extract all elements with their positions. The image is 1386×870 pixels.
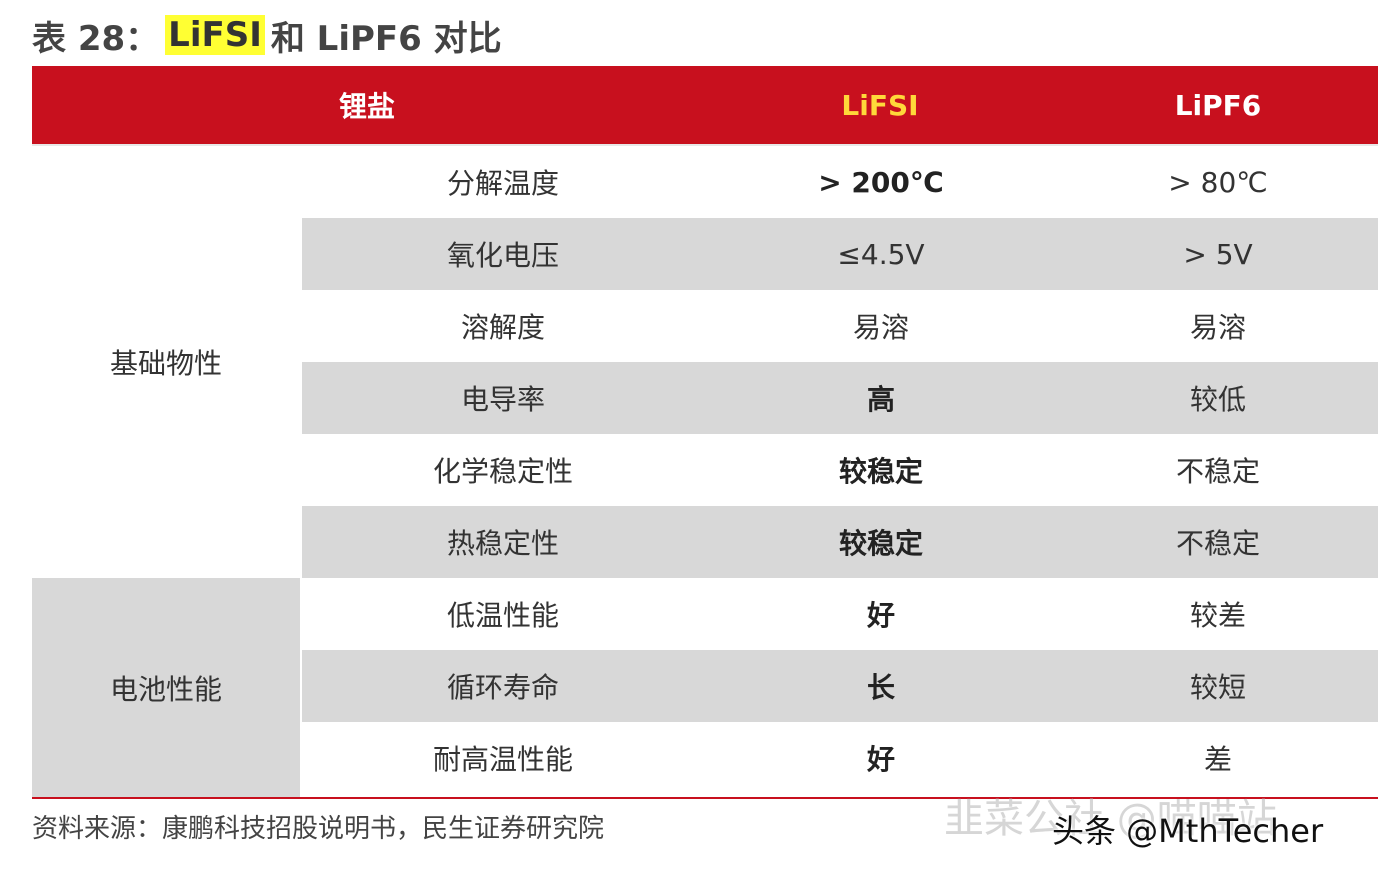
lipf6-cell: 不稳定 <box>1175 455 1260 488</box>
watermark-faded: 韭菜公社 @喵喵站 <box>944 796 1277 842</box>
table-row: 低温性能 好 较差 <box>302 578 1378 650</box>
table-row: 溶解度 易溶 易溶 <box>302 290 1378 362</box>
property-cell: 低温性能 <box>446 599 559 632</box>
group-label-basic: 基础物性 <box>32 146 300 578</box>
table-row: 分解温度 > 200℃ > 80℃ <box>302 146 1378 218</box>
lifsi-cell: 长 <box>866 671 895 704</box>
lifsi-cell: 较稳定 <box>838 455 923 488</box>
table-body: 基础物性 电池性能 分解温度 > 200℃ > 80℃ 氧化电压 ≤4.5V >… <box>32 146 1378 798</box>
table-header: 锂盐 LiFSI LiPF6 <box>32 66 1378 146</box>
group-label-battery: 电池性能 <box>32 578 300 798</box>
property-cell: 循环寿命 <box>446 671 559 704</box>
lifsi-cell: > 200℃ <box>818 165 944 199</box>
lipf6-cell: > 80℃ <box>1168 165 1268 199</box>
lifsi-cell: 易溶 <box>852 311 909 344</box>
property-cell: 分解温度 <box>446 167 559 200</box>
header-lifsi: LiFSI <box>841 88 919 122</box>
lipf6-cell: 较短 <box>1189 671 1246 704</box>
table-row: 耐高温性能 好 差 <box>302 722 1378 794</box>
lipf6-cell: > 5V <box>1183 237 1253 271</box>
table-row: 循环寿命 长 较短 <box>302 650 1378 722</box>
title-highlight: LiFSI <box>165 15 265 55</box>
table-row: 热稳定性 较稳定 不稳定 <box>302 506 1378 578</box>
table-row: 电导率 高 较低 <box>302 362 1378 434</box>
comparison-table: 锂盐 LiFSI LiPF6 基础物性 电池性能 分解温度 > 200℃ > 8… <box>32 66 1378 798</box>
property-cell: 氧化电压 <box>446 239 559 272</box>
table-row: 化学稳定性 较稳定 不稳定 <box>302 434 1378 506</box>
lipf6-cell: 较低 <box>1189 383 1246 416</box>
lifsi-cell: 较稳定 <box>838 527 923 560</box>
table-bottom-rule <box>32 797 1378 799</box>
header-lithium-salt: 锂盐 <box>338 90 395 123</box>
property-cell: 热稳定性 <box>446 527 559 560</box>
lifsi-cell: ≤4.5V <box>837 237 925 271</box>
lifsi-cell: 高 <box>866 383 895 416</box>
property-cell: 电导率 <box>460 383 545 416</box>
lipf6-cell: 较差 <box>1189 599 1246 632</box>
lifsi-cell: 好 <box>866 743 895 776</box>
property-cell: 溶解度 <box>460 311 545 344</box>
title-prefix: 表 28： <box>32 18 160 59</box>
title-suffix: 和 LiPF6 对比 <box>270 18 502 59</box>
table-row: 氧化电压 ≤4.5V > 5V <box>302 218 1378 290</box>
table-title: 表 28： LiFSI 和 LiPF6 对比 <box>32 10 508 60</box>
property-cell: 化学稳定性 <box>432 455 573 488</box>
table-rows: 分解温度 > 200℃ > 80℃ 氧化电压 ≤4.5V > 5V 溶解度 易溶… <box>302 146 1378 794</box>
lipf6-cell: 易溶 <box>1189 311 1246 344</box>
source-note: 资料来源：康鹏科技招股说明书，民生证券研究院 <box>32 814 605 844</box>
property-cell: 耐高温性能 <box>432 743 573 776</box>
lipf6-cell: 差 <box>1203 743 1232 776</box>
header-lipf6: LiPF6 <box>1174 88 1262 122</box>
watermark-primary: 头条 @MthTecher <box>1052 812 1324 850</box>
lipf6-cell: 不稳定 <box>1175 527 1260 560</box>
lifsi-cell: 好 <box>866 599 895 632</box>
